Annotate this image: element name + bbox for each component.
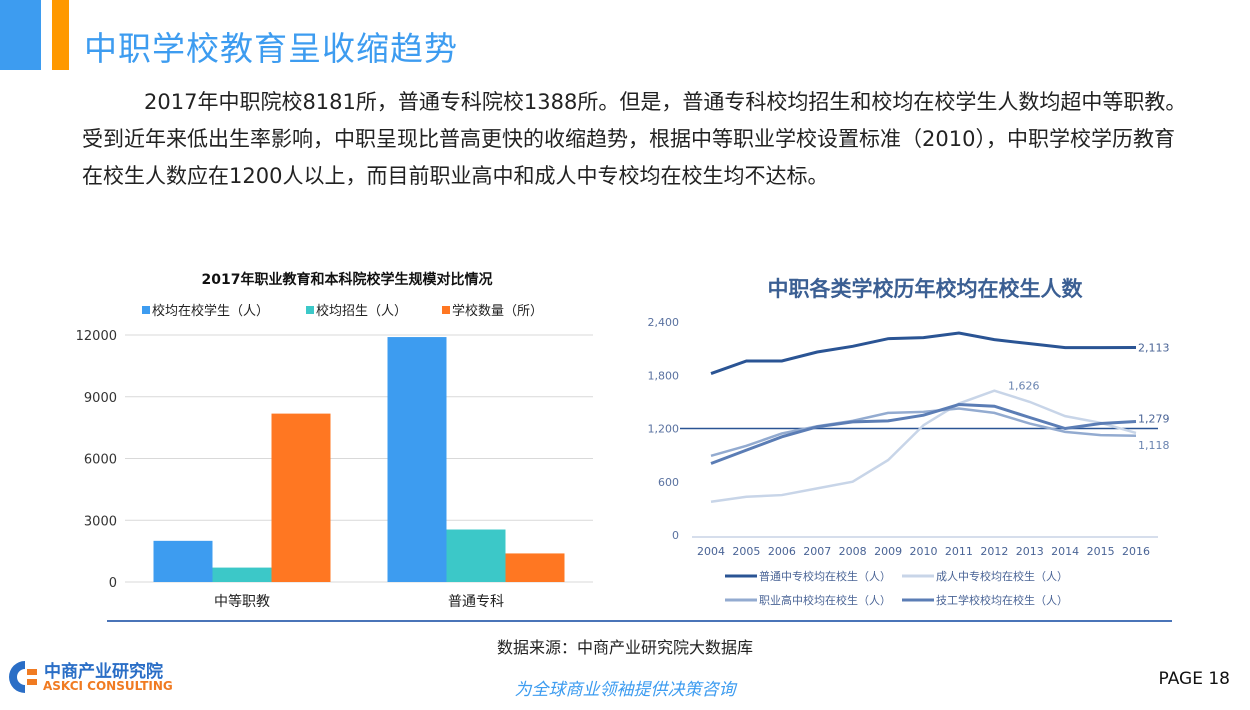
series-line — [710, 403, 1137, 465]
page-number: PAGE 18 — [1158, 669, 1230, 689]
legend-label: 成人中专校均在校生（人） — [936, 569, 1068, 583]
legend-swatch — [306, 306, 314, 314]
data-label: 2,113 — [1138, 341, 1170, 354]
bar — [446, 529, 506, 582]
legend-label: 普通中专校均在校生（人） — [759, 569, 891, 583]
x-tick-label: 2010 — [910, 545, 938, 558]
data-source: 数据来源：中商产业研究院大数据库 — [496, 638, 753, 657]
y-tick-label: 3000 — [84, 514, 117, 529]
logo-text-en: ASKCI CONSULTING — [43, 679, 173, 693]
bar — [505, 553, 565, 582]
x-tick-label: 2015 — [1087, 545, 1115, 558]
bar — [153, 540, 213, 582]
y-tick-label: 600 — [658, 476, 679, 489]
x-tick-label: 2006 — [768, 545, 796, 558]
accent-bar-orange — [52, 0, 69, 70]
x-tick-label: 2007 — [803, 545, 831, 558]
series-line — [710, 389, 1137, 503]
legend-label: 技工学校校均在校生（人） — [936, 593, 1068, 607]
slogan: 为全球商业领袖提供决策咨询 — [514, 680, 736, 700]
y-tick-label: 0 — [672, 529, 679, 542]
x-tick-label: 2008 — [839, 545, 867, 558]
bar — [271, 413, 331, 582]
x-tick-label: 普通专科 — [448, 594, 504, 610]
paragraph-text: 2017年中职院校8181所，普通专科院校1388所。但是，普通专科校均招生和校… — [82, 90, 1187, 188]
legend-swatch — [142, 306, 150, 314]
data-label: 1,279 — [1138, 412, 1170, 425]
y-tick-label: 0 — [109, 576, 117, 591]
y-tick-label: 12000 — [76, 329, 117, 344]
y-tick-label: 2,400 — [648, 316, 680, 329]
x-tick-label: 2011 — [945, 545, 973, 558]
x-tick-label: 2013 — [1016, 545, 1044, 558]
askci-logo-icon — [9, 661, 37, 693]
x-tick-label: 2016 — [1122, 545, 1150, 558]
divider — [107, 620, 1172, 622]
x-tick-label: 2004 — [697, 545, 725, 558]
page-title: 中职学校教育呈收缩趋势 — [84, 29, 458, 68]
legend-label: 职业高中校均在校生（人） — [759, 593, 891, 607]
legend-label: 校均在校学生（人） — [152, 303, 269, 319]
y-tick-label: 9000 — [84, 391, 117, 406]
data-label: 1,626 — [1008, 380, 1040, 393]
x-tick-label: 2009 — [874, 545, 902, 558]
logo-text-cn: 中商产业研究院 — [44, 662, 163, 682]
body-paragraph: 2017年中职院校8181所，普通专科院校1388所。但是，普通专科校均招生和校… — [82, 84, 1192, 195]
x-tick-label: 中等职教 — [214, 593, 270, 610]
bar — [212, 567, 272, 582]
y-tick-label: 6000 — [84, 453, 117, 468]
y-tick-label: 1,800 — [648, 369, 680, 382]
line-chart-title: 中职各类学校历年校均在校生人数 — [768, 277, 1084, 301]
data-label: 1,118 — [1138, 439, 1170, 452]
x-tick-label: 2005 — [732, 545, 760, 558]
bar — [387, 337, 447, 582]
bar-chart-title: 2017年职业教育和本科院校学生规模对比情况 — [202, 271, 493, 288]
legend-label: 学校数量（所） — [452, 303, 543, 319]
x-tick-label: 2012 — [980, 545, 1008, 558]
y-tick-label: 1,200 — [648, 423, 680, 436]
accent-bar-blue — [0, 0, 41, 70]
series-line — [710, 331, 1137, 375]
legend-swatch — [442, 306, 450, 314]
legend-label: 校均招生（人） — [316, 303, 407, 319]
x-tick-label: 2014 — [1051, 545, 1079, 558]
series-line — [710, 407, 1137, 458]
